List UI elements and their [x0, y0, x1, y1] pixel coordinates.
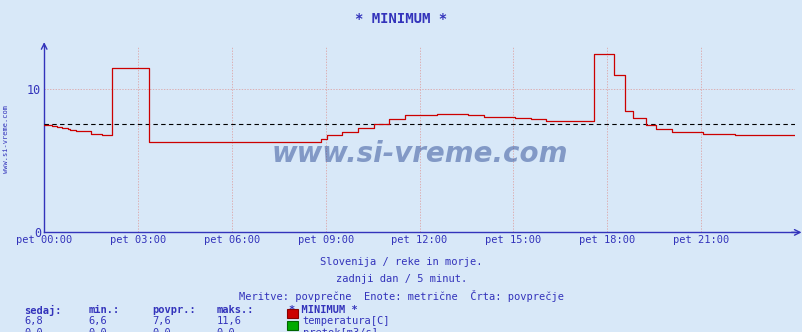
Text: 7,6: 7,6 [152, 316, 171, 326]
Text: 11,6: 11,6 [217, 316, 241, 326]
Text: www.si-vreme.com: www.si-vreme.com [3, 106, 10, 173]
Text: www.si-vreme.com: www.si-vreme.com [271, 140, 567, 168]
Text: min.:: min.: [88, 305, 119, 315]
Text: 6,8: 6,8 [24, 316, 43, 326]
Text: Meritve: povprečne  Enote: metrične  Črta: povprečje: Meritve: povprečne Enote: metrične Črta:… [239, 290, 563, 302]
Text: 6,6: 6,6 [88, 316, 107, 326]
Text: maks.:: maks.: [217, 305, 254, 315]
Text: 0,0: 0,0 [217, 328, 235, 332]
Text: 0,0: 0,0 [152, 328, 171, 332]
Text: * MINIMUM *: * MINIMUM * [289, 305, 358, 315]
Text: sedaj:: sedaj: [24, 305, 62, 316]
Text: Slovenija / reke in morje.: Slovenija / reke in morje. [320, 257, 482, 267]
Text: povpr.:: povpr.: [152, 305, 196, 315]
Text: temperatura[C]: temperatura[C] [302, 316, 390, 326]
Text: 0,0: 0,0 [88, 328, 107, 332]
Text: pretok[m3/s]: pretok[m3/s] [302, 328, 377, 332]
Text: * MINIMUM *: * MINIMUM * [355, 12, 447, 26]
Text: 0,0: 0,0 [24, 328, 43, 332]
Text: zadnji dan / 5 minut.: zadnji dan / 5 minut. [335, 274, 467, 284]
